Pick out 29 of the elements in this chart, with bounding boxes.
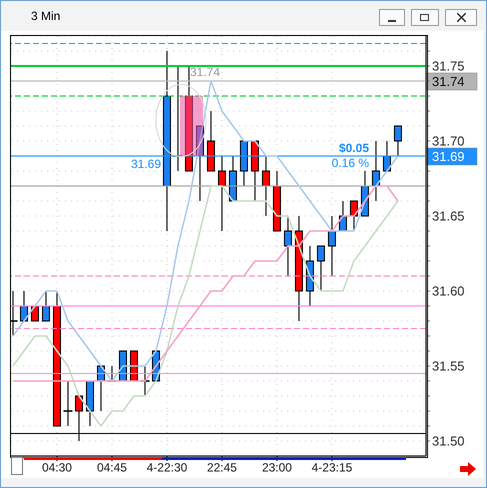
x-tick-label: 23:00 — [262, 460, 292, 475]
y-tick-label: 31.70 — [432, 134, 465, 149]
annotation: 31.74 — [190, 65, 220, 79]
candlestick — [316, 246, 325, 292]
ref-line-label: 31.69 — [432, 149, 465, 164]
candlestick — [42, 290, 50, 322]
line-series — [12, 80, 399, 382]
annotation: $0.05 — [338, 141, 369, 155]
annotation: 31.69 — [130, 157, 161, 171]
y-tick-label: 31.75 — [432, 58, 465, 74]
candlestick — [350, 200, 358, 232]
candlestick — [262, 156, 270, 216]
candlestick — [328, 216, 336, 276]
chart-title: 3 Min — [31, 9, 60, 23]
candlestick — [30, 306, 39, 322]
candlestick — [284, 216, 292, 276]
y-tick-label: 31.50 — [432, 434, 465, 449]
x-tick-label: 22:45 — [206, 460, 238, 475]
y-tick-label: 31.60 — [432, 284, 465, 299]
candlestick — [218, 156, 226, 232]
candlestick — [394, 126, 402, 156]
x-tick-label: 04:45 — [96, 460, 128, 475]
x-tick-label: 4-22:30 — [146, 460, 188, 475]
x-tick-label: 4-23:15 — [312, 460, 353, 475]
ref-line-label: 31.74 — [432, 74, 465, 89]
x-tick-label: 04:30 — [42, 460, 72, 475]
y-tick-label: 31.65 — [432, 208, 465, 224]
y-tick-label: 31.55 — [432, 358, 465, 374]
annotation: 0.16 % — [330, 156, 369, 170]
